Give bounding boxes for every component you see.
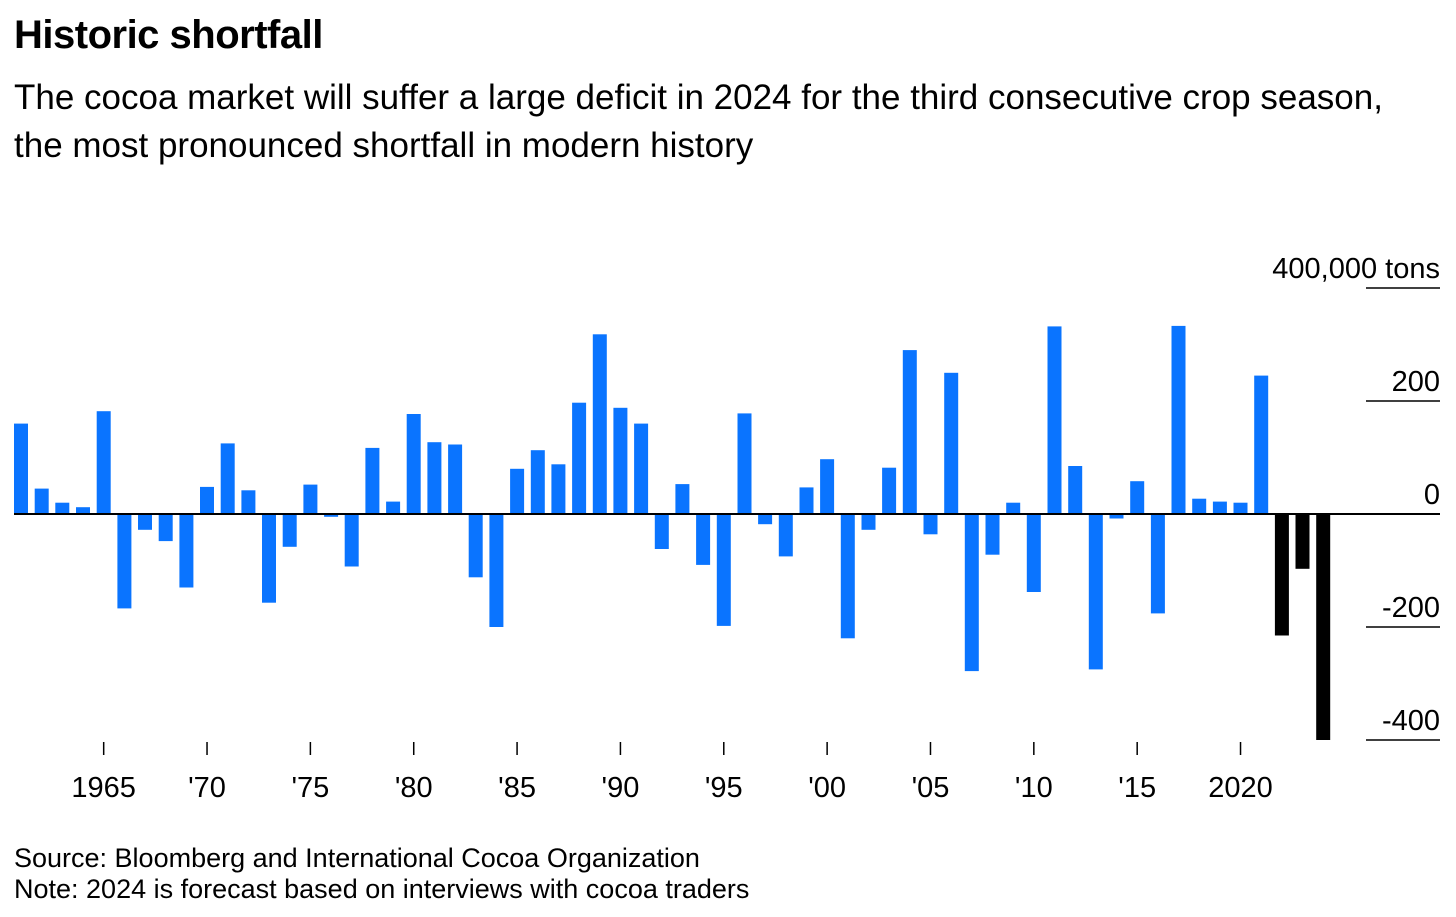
y-tick-label: 400,000 tons	[1272, 253, 1440, 285]
bar-1974	[282, 514, 297, 547]
bar-1967	[138, 514, 152, 530]
bar-1987	[551, 464, 566, 514]
bar-1966	[117, 514, 132, 609]
bar-2022	[1274, 514, 1289, 636]
bar-1997	[758, 514, 773, 525]
x-tick-label: '85	[498, 772, 536, 804]
bar-1973	[262, 514, 276, 603]
bar-1988	[572, 402, 587, 514]
y-tick-label: -400	[1382, 705, 1440, 737]
bar-2009	[1006, 502, 1021, 514]
y-axis-gridlines: 400,000 tons 200 0 -200 -400	[1272, 253, 1440, 741]
bar-1983	[468, 514, 483, 578]
bar-2008	[985, 514, 1000, 555]
forecast-note: Note: 2024 is forecast based on intervie…	[14, 874, 750, 904]
bar-2023	[1295, 514, 1310, 569]
bar-2019	[1212, 501, 1227, 514]
bar-1994	[696, 514, 711, 565]
bar-1982	[448, 444, 463, 514]
chart-subtitle: The cocoa market will suffer a large def…	[14, 78, 1383, 165]
y-tick-label: -200	[1382, 592, 1440, 624]
x-tick-label: 2020	[1208, 772, 1273, 804]
bar-1962	[34, 488, 49, 514]
bar-1993	[675, 484, 690, 514]
bar-2021	[1254, 375, 1269, 514]
bar-2011	[1047, 326, 1062, 514]
bar-2010	[1026, 514, 1041, 592]
bar-2015	[1130, 481, 1145, 514]
source-note: Source: Bloomberg and International Coco…	[14, 843, 700, 873]
bar-2016	[1150, 514, 1165, 614]
x-tick-label: '90	[602, 772, 640, 804]
bar-1980	[406, 414, 421, 514]
bar-1968	[158, 514, 173, 542]
bar-2012	[1068, 466, 1083, 514]
bar-1978	[365, 447, 380, 514]
x-axis-ticks: 1965 '70 '75 '80 '85 '90 '95 '00 '05 '10 '15 2020	[71, 742, 1273, 804]
bar-1986	[530, 450, 545, 514]
bar-1984	[489, 514, 504, 627]
bar-1991	[634, 423, 649, 514]
bar-2003	[882, 467, 897, 514]
bar-2017	[1171, 325, 1186, 514]
bar-1970	[200, 486, 214, 514]
bar-1963	[55, 502, 70, 514]
bar-2018	[1192, 498, 1207, 514]
bar-1996	[737, 413, 752, 514]
x-tick-label: '15	[1118, 772, 1156, 804]
bar-1995	[716, 514, 731, 626]
bar-2004	[902, 350, 917, 514]
x-tick-label: 1965	[71, 772, 136, 804]
x-tick-label: '00	[808, 772, 846, 804]
bar-1969	[179, 514, 194, 588]
y-tick-label: 0	[1424, 479, 1440, 511]
x-tick-label: '75	[291, 772, 329, 804]
bar-2007	[964, 514, 979, 672]
chart-title: Historic shortfall	[14, 13, 323, 57]
bar-1985	[510, 468, 525, 514]
bar-2001	[840, 514, 855, 639]
bar-2014	[1109, 514, 1124, 519]
x-tick-label: '80	[395, 772, 433, 804]
bar-1992	[654, 514, 669, 549]
bar-2013	[1088, 514, 1103, 670]
x-tick-label: '70	[188, 772, 226, 804]
bar-1964	[76, 507, 90, 514]
bar-1989	[592, 334, 607, 514]
bar-2024	[1316, 514, 1331, 740]
bar-1965	[96, 411, 111, 514]
bar-1981	[427, 442, 442, 514]
x-tick-label: '95	[705, 772, 743, 804]
bar-1975	[303, 484, 318, 514]
bar-1990	[613, 407, 628, 514]
bar-1977	[344, 514, 359, 567]
bar-1972	[241, 490, 256, 514]
bar-1976	[324, 514, 339, 517]
bar-1998	[778, 514, 793, 557]
bar-2020	[1233, 502, 1248, 514]
y-tick-label: 200	[1392, 366, 1440, 398]
x-tick-label: '10	[1015, 772, 1053, 804]
bar-2005	[923, 514, 938, 535]
bar-1999	[799, 487, 814, 514]
bar-1979	[386, 501, 401, 514]
x-tick-label: '05	[912, 772, 950, 804]
bar-series	[14, 325, 1331, 740]
bar-2000	[820, 459, 835, 514]
bar-1971	[220, 443, 235, 514]
bar-1961	[14, 423, 28, 514]
bar-2002	[861, 514, 876, 530]
bar-2006	[944, 372, 959, 515]
